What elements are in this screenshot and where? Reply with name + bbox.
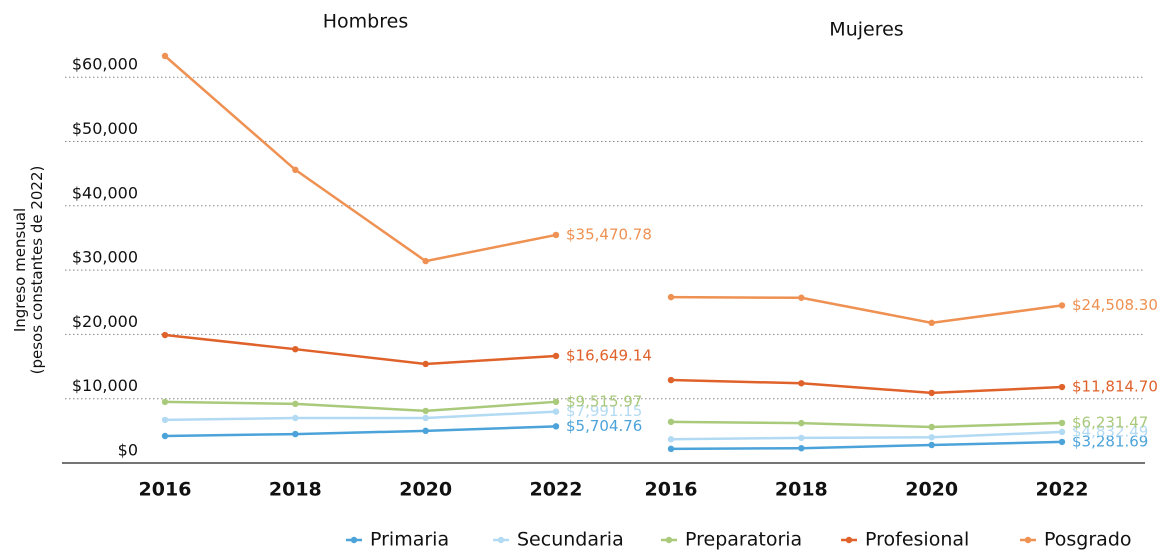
data-point: [422, 414, 429, 422]
legend-label: Secundaria: [517, 529, 624, 551]
data-point: [292, 400, 299, 408]
data-point: [667, 418, 675, 426]
data-label: $4,832.49: [1072, 422, 1148, 440]
data-point: [928, 434, 935, 441]
legend-marker: [665, 536, 673, 544]
data-point: [552, 423, 560, 430]
data-point: [552, 231, 560, 239]
data-point: [161, 432, 169, 440]
data-point: [161, 331, 169, 339]
data-point: [422, 407, 429, 415]
series-line: [164, 425, 557, 438]
data-point: [552, 398, 560, 406]
y-axis-label-line: (pesos constantes de 2022): [28, 166, 46, 375]
series-line: [670, 430, 1063, 441]
y-tick-label: $20,000: [72, 312, 138, 331]
legend-label: Preparatoria: [685, 529, 802, 551]
data-point: [798, 434, 805, 442]
data-point: [161, 52, 169, 60]
legend-label: Profesional: [865, 529, 969, 551]
data-point: [161, 398, 169, 406]
panel-title: Mujeres: [829, 19, 903, 41]
data-label: $5,704.76: [566, 417, 642, 435]
series-line: [164, 400, 557, 413]
y-axis-label: Ingreso mensual(pesos constantes de 2022…: [11, 166, 46, 375]
y-tick-label: $30,000: [72, 248, 138, 267]
data-point: [798, 445, 805, 452]
data-label: $11,814.70: [1072, 378, 1158, 396]
data-point: [292, 345, 299, 353]
data-point: [292, 414, 299, 422]
data-label: $16,649.14: [566, 346, 652, 364]
data-point: [667, 445, 675, 453]
data-point: [422, 257, 429, 265]
legend-label: Posgrado: [1044, 529, 1132, 551]
data-point: [1058, 419, 1066, 427]
x-tick-label: 2018: [775, 479, 828, 501]
panel-title: Hombres: [323, 11, 408, 33]
y-tick-label: $10,000: [72, 376, 138, 395]
data-point: [667, 436, 675, 443]
data-point: [667, 376, 675, 384]
y-tick-label: $0: [118, 441, 138, 460]
data-point: [1058, 428, 1066, 436]
data-point: [292, 166, 299, 174]
data-label: $6,231.47: [1072, 413, 1148, 431]
data-point: [798, 380, 805, 387]
legend-marker: [350, 536, 358, 544]
data-point: [161, 416, 169, 424]
data-point: [552, 408, 560, 415]
y-tick-label: $50,000: [72, 119, 138, 138]
series-line: [670, 378, 1063, 395]
data-label: $9,515.97: [566, 392, 642, 410]
x-tick-label: 2018: [269, 479, 322, 501]
y-tick-label: $40,000: [72, 183, 138, 202]
legend-marker: [497, 536, 505, 544]
x-tick-label: 2020: [905, 479, 958, 501]
series-line: [670, 440, 1063, 451]
data-point: [1058, 438, 1066, 446]
x-tick-label: 2016: [645, 479, 698, 501]
x-tick-label: 2022: [1036, 479, 1089, 501]
data-point: [928, 319, 935, 327]
y-tick-label: $60,000: [72, 55, 138, 74]
data-label: $3,281.69: [1072, 432, 1148, 450]
series-line: [164, 55, 557, 263]
data-point: [928, 389, 935, 397]
x-tick-label: 2016: [139, 479, 192, 501]
data-point: [1058, 302, 1066, 309]
series-line: [670, 295, 1063, 325]
legend-marker: [1024, 536, 1032, 544]
data-point: [667, 293, 675, 301]
data-point: [798, 294, 805, 301]
series-line: [164, 333, 557, 366]
legend-label: Primaria: [370, 529, 449, 551]
x-tick-label: 2022: [530, 479, 583, 501]
data-point: [928, 441, 935, 449]
data-point: [292, 430, 299, 438]
x-tick-label: 2020: [399, 479, 452, 501]
data-label: $35,470.78: [566, 225, 652, 243]
data-point: [422, 427, 429, 435]
data-point: [1058, 383, 1066, 391]
data-point: [422, 360, 429, 368]
y-axis-label-line: Ingreso mensual: [11, 208, 29, 332]
series-line: [670, 420, 1063, 429]
legend-marker: [845, 536, 853, 544]
data-point: [552, 352, 560, 360]
series-line: [164, 410, 557, 422]
data-label: $24,508.30: [1072, 296, 1158, 314]
data-point: [798, 419, 805, 427]
data-point: [928, 423, 935, 431]
data-label: $7,991.15: [566, 402, 642, 420]
